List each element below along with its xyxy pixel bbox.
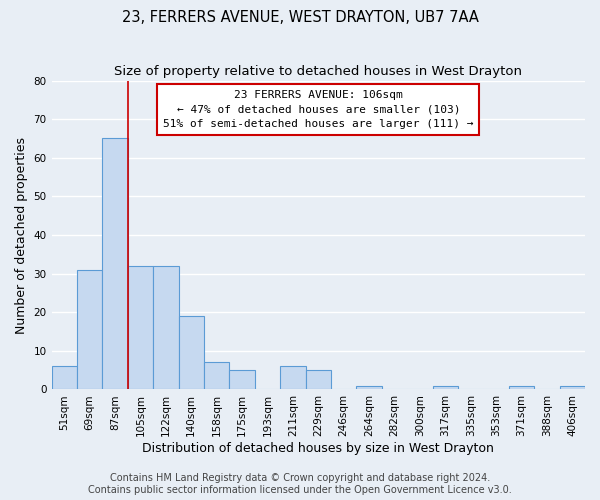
Y-axis label: Number of detached properties: Number of detached properties [15,136,28,334]
Bar [229,370,255,390]
Bar [280,366,305,390]
X-axis label: Distribution of detached houses by size in West Drayton: Distribution of detached houses by size … [142,442,494,455]
Bar [153,266,179,390]
Bar [433,386,458,390]
Bar [103,138,128,390]
Bar [77,270,103,390]
Text: 23, FERRERS AVENUE, WEST DRAYTON, UB7 7AA: 23, FERRERS AVENUE, WEST DRAYTON, UB7 7A… [122,10,478,25]
Bar [52,366,77,390]
Text: 23 FERRERS AVENUE: 106sqm
← 47% of detached houses are smaller (103)
51% of semi: 23 FERRERS AVENUE: 106sqm ← 47% of detac… [163,90,473,130]
Bar [128,266,153,390]
Bar [305,370,331,390]
Text: Contains HM Land Registry data © Crown copyright and database right 2024.
Contai: Contains HM Land Registry data © Crown c… [88,474,512,495]
Bar [509,386,534,390]
Bar [356,386,382,390]
Title: Size of property relative to detached houses in West Drayton: Size of property relative to detached ho… [114,65,522,78]
Bar [179,316,204,390]
Bar [560,386,585,390]
Bar [204,362,229,390]
